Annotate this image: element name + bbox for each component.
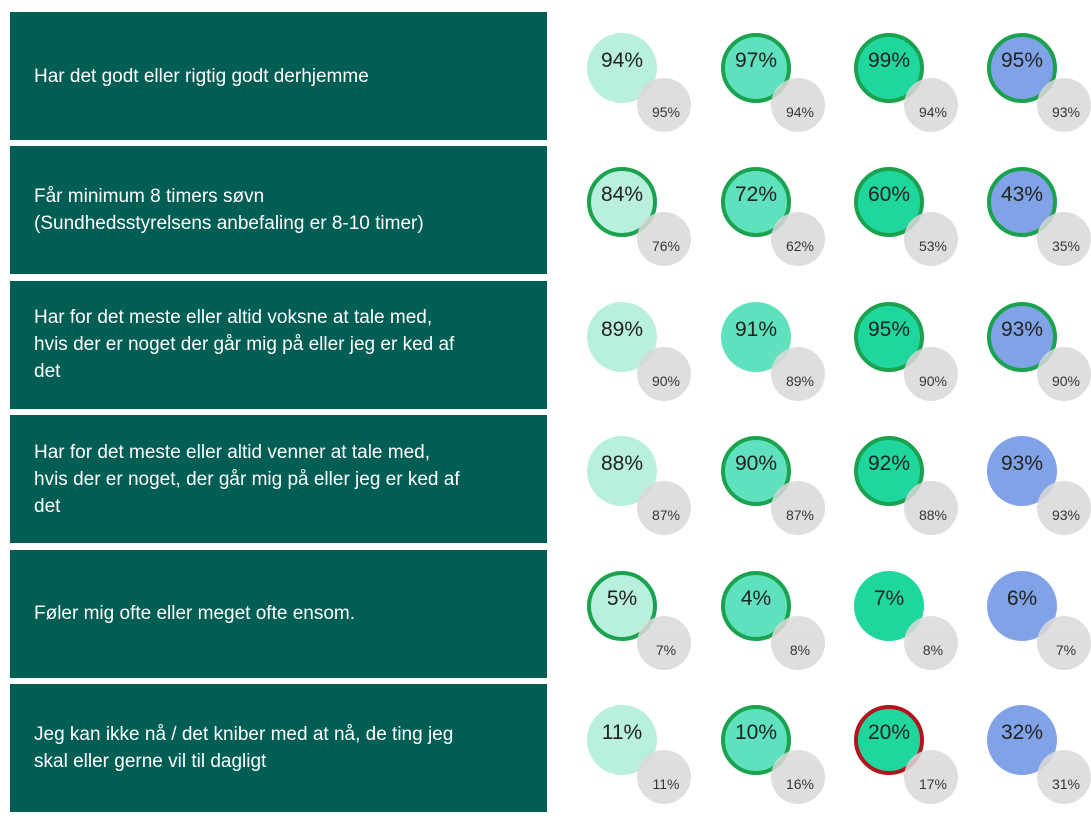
- value-circle: 97%: [721, 33, 791, 103]
- value-circle: 90%: [721, 436, 791, 507]
- value-circle: 84%: [587, 167, 657, 238]
- comparison-circle: 87%: [771, 481, 825, 536]
- comparison-circle: 95%: [637, 78, 691, 132]
- comparison-circle: 90%: [637, 346, 691, 401]
- label-line: Har for det meste eller altid venner at …: [34, 441, 431, 463]
- comparison-circle: 76%: [637, 212, 691, 267]
- label-line: Får minimum 8 timers søvn: [34, 186, 265, 208]
- comparison-circle: 93%: [1037, 78, 1091, 132]
- comparison-circle: 53%: [904, 212, 958, 267]
- row-label: Har for det meste eller altid venner at …: [10, 415, 547, 544]
- label-line: skal eller gerne vil til dagligt: [34, 751, 267, 772]
- label-line: det: [34, 361, 61, 383]
- value-circle: 88%: [587, 436, 657, 507]
- row-label: Får minimum 8 timers søvn (Sundhedsstyrel…: [10, 146, 547, 275]
- label-line: Har det godt eller rigtig godt derhjemme: [34, 65, 369, 87]
- value-circle: 72%: [721, 167, 791, 238]
- comparison-circle: 94%: [904, 78, 958, 132]
- comparison-circle: 8%: [771, 615, 825, 670]
- label-line: (Sundhedsstyrelsens anbefaling er 8-10 t…: [34, 213, 424, 235]
- comparison-circle: 7%: [637, 615, 691, 670]
- label-line: det: [34, 495, 61, 517]
- value-circle: 94%: [587, 33, 657, 103]
- row-label: Jeg kan ikke nå / det kniber med at nå, …: [10, 684, 547, 812]
- comparison-circle: 90%: [904, 346, 958, 401]
- comparison-circle: 31%: [1037, 750, 1091, 804]
- comparison-circle: 90%: [1037, 346, 1091, 401]
- label-line: hvis der er noget der går mig på eller j…: [34, 334, 455, 356]
- comparison-circle: 11%: [637, 750, 691, 804]
- comparison-circle: 89%: [771, 346, 825, 401]
- comparison-circle: 93%: [1037, 481, 1091, 536]
- comparison-circle: 17%: [904, 750, 958, 804]
- comparison-circle: 87%: [637, 481, 691, 536]
- comparison-circle: 7%: [1037, 615, 1091, 670]
- row-label: Har for det meste eller altid voksne at …: [10, 280, 547, 409]
- comparison-circle: 35%: [1037, 212, 1091, 267]
- row-label: Føler mig ofte eller meget ofte ensom.: [10, 549, 547, 678]
- row-label: Har det godt eller rigtig godt derhjemme: [10, 12, 547, 140]
- value-circle: 95%: [854, 301, 924, 372]
- comparison-circle: 8%: [904, 615, 958, 670]
- comparison-circle: 88%: [904, 481, 958, 536]
- label-line: Har for det meste eller altid voksne at …: [34, 307, 433, 329]
- label-line: Jeg kan ikke nå / det kniber med at nå, …: [34, 724, 454, 745]
- label-line: Føler mig ofte eller meget ofte ensom.: [34, 603, 356, 625]
- comparison-circle: 16%: [771, 750, 825, 804]
- comparison-circle: 62%: [771, 212, 825, 267]
- label-line: hvis der er noget, der går mig på eller …: [34, 468, 460, 490]
- value-circle: 92%: [854, 436, 924, 507]
- comparison-circle: 94%: [771, 78, 825, 132]
